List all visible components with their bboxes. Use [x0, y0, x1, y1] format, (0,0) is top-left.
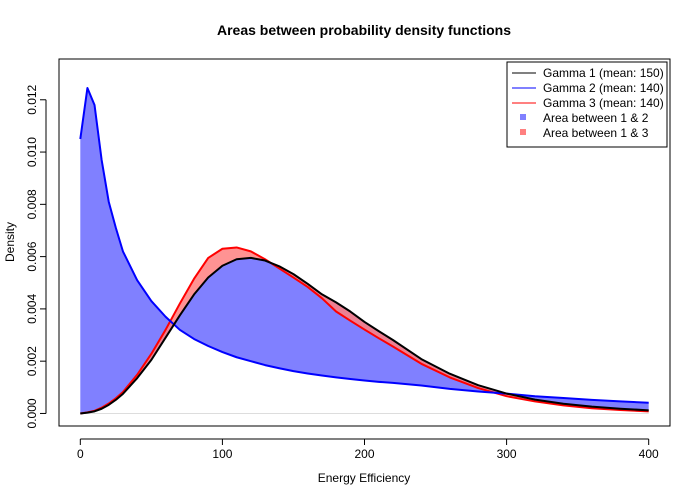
y-axis: 0.000 0.002 0.004 0.006 0.008 0.010 0.012: [25, 84, 47, 428]
legend-label-series-1: Gamma 1 (mean: 150): [543, 66, 664, 80]
series-line-2: [79, 87, 649, 404]
plot-frame: [58, 58, 671, 427]
x-axis-label: Energy Efficiency: [318, 471, 411, 485]
y-tick-label: 0.008: [25, 189, 39, 219]
x-tick-label: 100: [212, 447, 232, 461]
legend: Gamma 1 (mean: 150)Gamma 2 (mean: 140)Ga…: [506, 61, 668, 148]
series-line-1: [80, 256, 649, 415]
legend-label-series-3: Gamma 3 (mean: 140): [543, 96, 664, 110]
y-tick-label: 0.002: [25, 346, 39, 376]
x-axis: 0 100 200 300 400: [77, 438, 659, 461]
legend-swatch-area-2: [520, 129, 526, 135]
series-line-3: [80, 246, 649, 415]
fill-area-1: [80, 88, 649, 414]
legend-label-area-2: Area between 1 & 3: [543, 126, 649, 140]
x-tick-label: 0: [77, 447, 84, 461]
y-tick-label: 0.012: [25, 84, 39, 114]
x-tick-label: 300: [497, 447, 517, 461]
y-tick-label: 0.006: [25, 241, 39, 271]
y-axis-label: Density: [3, 222, 17, 262]
legend-swatch-area-1: [520, 114, 526, 120]
y-tick-label: 0.010: [25, 137, 39, 167]
y-tick-label: 0.000: [25, 398, 39, 428]
chart-title: Areas between probability density functi…: [217, 22, 511, 38]
legend-label-area-1: Area between 1 & 2: [543, 111, 649, 125]
plot-area: [79, 87, 649, 415]
legend-box: [506, 61, 668, 148]
y-tick-label: 0.004: [25, 294, 39, 324]
x-tick-label: 400: [639, 447, 659, 461]
x-tick-label: 200: [354, 447, 374, 461]
legend-label-series-2: Gamma 2 (mean: 140): [543, 81, 664, 95]
